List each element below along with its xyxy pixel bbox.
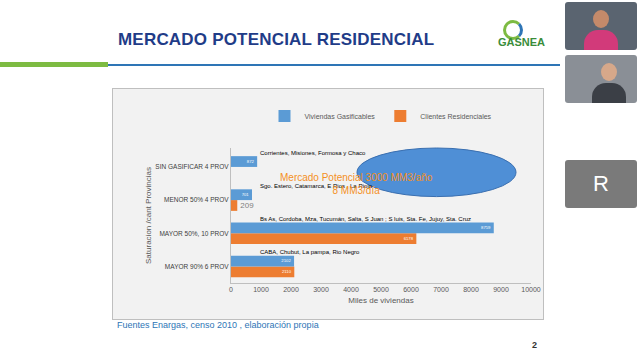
- svg-text:5000: 5000: [373, 286, 389, 293]
- svg-text:Corrientes, Misiones, Formosa: Corrientes, Misiones, Formosa y Chaco: [260, 150, 366, 156]
- svg-text:1000: 1000: [253, 286, 269, 293]
- svg-text:Saturacion /cant Provincias: Saturacion /cant Provincias: [144, 167, 153, 264]
- svg-text:MAYOR 90% 6 PROV: MAYOR 90% 6 PROV: [165, 263, 229, 270]
- svg-text:701: 701: [242, 192, 250, 197]
- html-text:R: R: [593, 171, 609, 196]
- svg-text:10000: 10000: [521, 286, 541, 293]
- svg-text:6178: 6178: [404, 236, 414, 241]
- svg-text:6000: 6000: [403, 286, 419, 293]
- svg-text:Bs As, Cordoba, Mza, Tucumán,: Bs As, Cordoba, Mza, Tucumán, Salta, S J…: [260, 216, 471, 222]
- svg-text:Viviendas Gasificables: Viviendas Gasificables: [305, 113, 376, 120]
- svg-text:Clientes Residenciales: Clientes Residenciales: [420, 113, 491, 120]
- svg-text:872: 872: [247, 159, 255, 164]
- html-text:MERCADO POTENCIAL RESIDENCIAL: MERCADO POTENCIAL RESIDENCIAL: [118, 30, 435, 49]
- svg-text:4000: 4000: [343, 286, 359, 293]
- svg-text:2102: 2102: [281, 258, 291, 263]
- svg-text:9000: 9000: [493, 286, 509, 293]
- html-text:Fuentes Enargas, censo 2010 ,: Fuentes Enargas, censo 2010 , elaboració…: [117, 320, 319, 330]
- svg-text:209: 209: [240, 201, 254, 210]
- svg-text:7000: 7000: [433, 286, 449, 293]
- svg-text:Sgo. Estero, Catamarca, E Rios: Sgo. Estero, Catamarca, E Rios , La Rioj…: [260, 183, 373, 189]
- svg-text:Mercado Potencial 3000 MM3/año: Mercado Potencial 3000 MM3/año8 MM3/día: [280, 172, 433, 196]
- svg-text:Miles de viviendas: Miles de viviendas: [348, 296, 413, 305]
- svg-text:2110: 2110: [282, 269, 292, 274]
- svg-text:3000: 3000: [313, 286, 329, 293]
- svg-text:CABA, Chubut, La pampa, Rio Ne: CABA, Chubut, La pampa, Rio Negro: [260, 249, 360, 255]
- svg-text:MENOR 50% 4 PROV: MENOR 50% 4 PROV: [164, 196, 229, 203]
- svg-text:8000: 8000: [463, 286, 479, 293]
- svg-text:0: 0: [229, 286, 233, 293]
- svg-text:2000: 2000: [283, 286, 299, 293]
- svg-text:MAYOR 50%, 10 PROV: MAYOR 50%, 10 PROV: [159, 230, 229, 237]
- html-text:2: 2: [532, 340, 537, 350]
- html-text:GASNEA: GASNEA: [498, 36, 546, 48]
- svg-text:8759: 8759: [481, 225, 491, 230]
- svg-text:SIN GASIFICAR 4 PROV: SIN GASIFICAR 4 PROV: [155, 163, 229, 170]
